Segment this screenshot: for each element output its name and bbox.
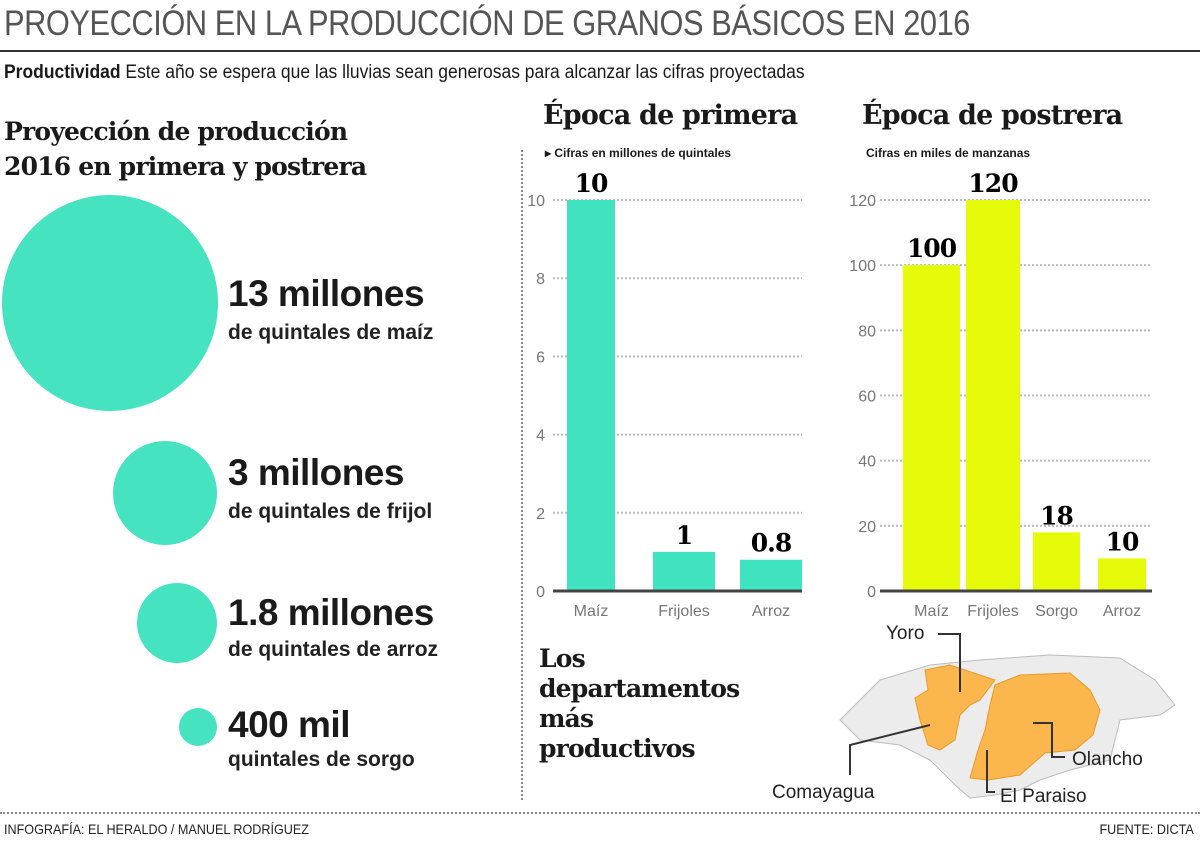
x-tick-label: Frijoles [967, 603, 1019, 620]
x-tick-label: Sorgo [1035, 603, 1078, 620]
y-tick-label: 100 [849, 258, 876, 275]
bar-arroz [740, 559, 802, 591]
chart1-title: Época de primera [543, 100, 798, 131]
x-tick-label: Frijoles [658, 603, 710, 620]
map-heading-line: departamentos [539, 674, 740, 703]
y-tick-label: 60 [858, 389, 876, 406]
stat-maiz-value: 13 millones [228, 273, 425, 314]
stat-sorgo-label: quintales de sorgo [228, 748, 415, 771]
footer-credit: INFOGRAFÍA: EL HERALDO / MANUEL RODRÍGUE… [4, 821, 310, 837]
y-tick-label: 80 [858, 323, 876, 340]
subtitle-lead: Productividad [4, 62, 121, 83]
y-tick-label: 0 [867, 584, 876, 601]
data-label: 10 [1106, 527, 1139, 556]
y-tick-label: 120 [849, 193, 876, 210]
map-label-yoro: Yoro [886, 623, 925, 644]
stat-arroz-value: 1.8 millones [228, 592, 434, 633]
y-tick-label: 2 [536, 506, 545, 523]
map-olancho-paraiso [969, 672, 1101, 781]
map-label-comayagua: Comayagua [772, 782, 875, 803]
chart1-subtitle: ▸ Cifras en millones de quintales [545, 146, 732, 160]
chart2-subtitle: Cifras en miles de manzanas [866, 146, 1031, 160]
map-yoro-comayagua [914, 664, 996, 751]
y-tick-label: 10 [527, 193, 545, 210]
subtitle: Productividad Este año se espera que las… [4, 62, 805, 84]
stat-frijol-value: 3 millones [228, 452, 404, 493]
page-title: PROYECCIÓN EN LA PRODUCCIÓN DE GRANOS BÁ… [4, 4, 970, 43]
y-tick-label: 8 [536, 271, 545, 288]
x-tick-label: Maíz [574, 603, 609, 620]
y-tick-label: 40 [858, 454, 876, 471]
map-heading-line: Los [539, 644, 586, 673]
map-label-olancho: Olancho [1072, 749, 1143, 770]
data-label: 100 [907, 234, 957, 263]
footer-source: FUENTE: DICTA [1099, 821, 1194, 837]
chart1-subtitle-text: Cifras en millones de quintales [554, 146, 732, 160]
title-divider [0, 50, 1200, 52]
honduras-map [839, 633, 1176, 799]
bubble-arroz [137, 583, 217, 663]
data-label: 120 [968, 169, 1018, 198]
stat-sorgo-value: 400 mil [228, 704, 350, 745]
footer-divider [0, 812, 1200, 814]
x-tick-label: Arroz [752, 603, 790, 620]
subtitle-text: Este año se espera que las lluvias sean … [125, 62, 805, 83]
y-tick-label: 20 [858, 519, 876, 536]
bubble-maiz [2, 195, 218, 411]
stat-frijol-label: de quintales de frijol [228, 500, 433, 523]
left-heading-line2: 2016 en primera y postrera [4, 152, 367, 181]
data-label: 0.8 [751, 529, 792, 558]
data-label: 18 [1040, 501, 1073, 530]
map-heading: Los departamentos más productivos [539, 644, 769, 764]
y-tick-label: 4 [536, 428, 545, 445]
x-tick-label: Arroz [1103, 603, 1141, 620]
stat-maiz-label: de quintales de maíz [228, 321, 434, 344]
column-divider [521, 150, 523, 800]
map-heading-line: productivos [539, 734, 696, 763]
left-heading-line1: Proyección de producción [4, 117, 348, 146]
y-tick-label: 6 [536, 349, 545, 366]
data-label: 10 [575, 169, 608, 198]
bubble-sorgo [179, 708, 217, 746]
stat-arroz-label: de quintales de arroz [228, 638, 439, 661]
data-label: 1 [676, 521, 692, 550]
bar-arroz [1098, 558, 1146, 591]
y-tick-label: 0 [536, 584, 545, 601]
bar-frijoles [966, 200, 1020, 591]
map-label-el-paraiso: El Paraiso [1000, 786, 1087, 807]
bubble-frijol [113, 441, 217, 545]
chart2-title: Época de postrera [862, 100, 1123, 131]
bar-frijoles [653, 551, 715, 591]
bar-maíz [567, 200, 615, 591]
bar-sorgo [1033, 532, 1080, 591]
x-tick-label: Maíz [914, 603, 949, 620]
bar-maíz [903, 265, 960, 591]
map-heading-line: más [539, 704, 594, 733]
